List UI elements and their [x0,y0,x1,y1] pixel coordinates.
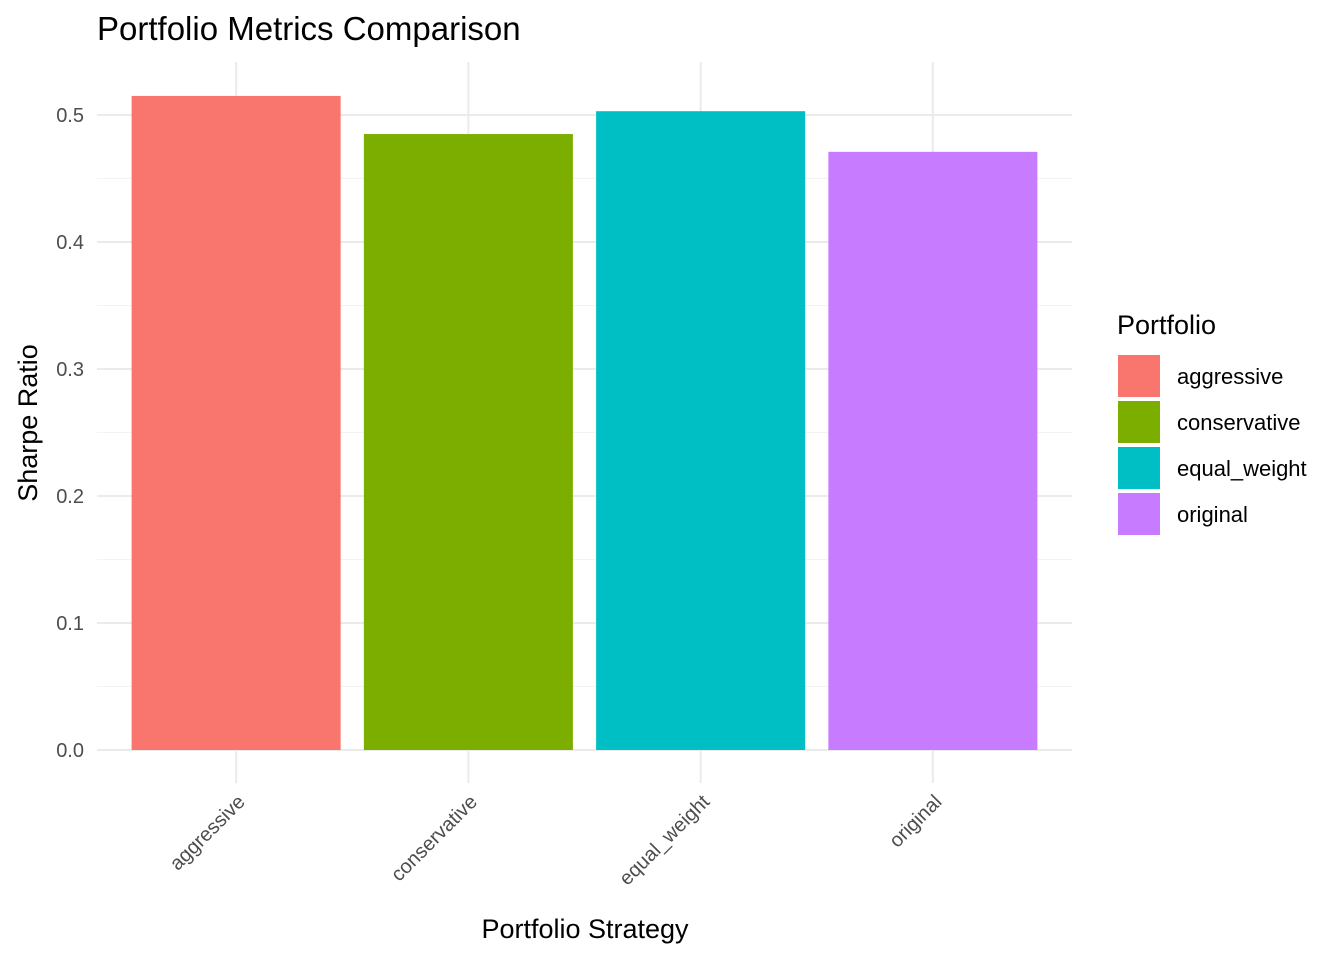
y-tick-label: 0.0 [56,740,84,762]
chart-title: Portfolio Metrics Comparison [97,10,521,47]
y-tick-label: 0.5 [56,105,84,127]
y-tick-label: 0.3 [56,359,84,381]
legend-key-equal-weight [1118,447,1160,489]
x-axis-title: Portfolio Strategy [481,914,689,944]
y-tick-label: 0.2 [56,486,84,508]
y-axis-title: Sharpe Ratio [13,344,43,502]
legend-label: equal_weight [1177,456,1307,481]
y-tick-label: 0.1 [56,613,84,635]
legend-title: Portfolio [1117,310,1216,340]
legend: Portfolio aggressive conservative equal_we… [1117,310,1307,535]
x-tick-label: conservative [387,791,482,886]
legend-key-conservative [1118,401,1160,443]
bars-layer [131,95,1038,751]
legend-key-aggressive [1118,355,1160,397]
x-tick-label: aggressive [166,791,250,875]
legend-label: original [1177,502,1248,527]
legend-key-original [1118,493,1160,535]
bar-aggressive [131,95,341,750]
x-tick-label: equal_weight [615,791,714,890]
bar-conservative [363,134,573,751]
x-tick-label: original [885,791,946,852]
bar-equal-weight [596,111,806,750]
legend-label: conservative [1177,410,1301,435]
legend-label: aggressive [1177,364,1283,389]
legend-items: aggressive conservative equal_weightorigin… [1118,355,1307,535]
bar-original [828,151,1038,750]
y-tick-label: 0.4 [56,232,84,254]
